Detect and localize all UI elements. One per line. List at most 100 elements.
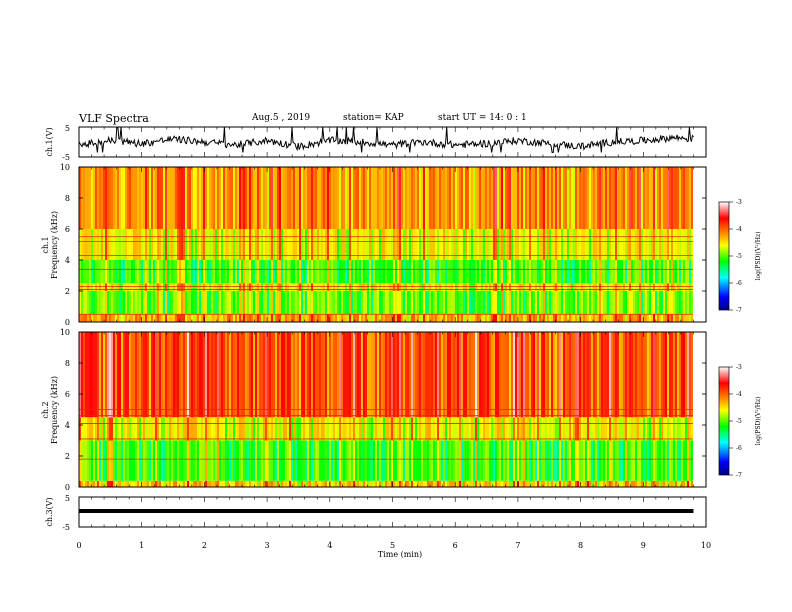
spectrogram-cell-244-1 <box>567 440 570 481</box>
spectrogram-cell-282-5 <box>643 167 646 229</box>
spectrogram-cell-15-0 <box>109 314 112 322</box>
spectrogram-cell-96-5 <box>271 167 274 229</box>
spectrogram-cell-136-0 <box>351 314 354 322</box>
spectrogram-cell-6-4 <box>91 229 94 260</box>
spectrogram-cell-37-5 <box>153 167 156 229</box>
spectrogram-cell-147-3 <box>373 260 376 284</box>
spectrogram-cell-216-1 <box>511 291 514 315</box>
spectrogram-cell-242-4 <box>563 229 566 260</box>
spectrogram-cell-251-3 <box>581 260 584 284</box>
spectrogram-cell-40-4 <box>159 229 162 260</box>
spectrogram-cell-151-4 <box>381 229 384 260</box>
spectrogram-cell-244-0 <box>567 314 570 322</box>
spectrogram-cell-154-0 <box>387 480 390 487</box>
spectrogram-cell-231-0 <box>541 480 544 487</box>
spectrogram-cell-193-4 <box>465 229 468 260</box>
spectrogram-cell-111-2 <box>301 283 304 291</box>
spectrogram-cell-79-3 <box>237 332 240 418</box>
spectrogram-cell-100-2 <box>279 417 282 441</box>
spectrogram-cell-25-4 <box>129 229 132 260</box>
spectrogram-cell-82-5 <box>243 167 246 229</box>
spectrogram-cell-53-1 <box>185 291 188 315</box>
spectrogram-cell-79-1 <box>237 440 240 481</box>
spectrogram-cell-103-5 <box>285 167 288 229</box>
spectrogram-cell-122-3 <box>323 260 326 284</box>
spectrogram-cell-92-1 <box>263 291 266 315</box>
spectrogram-cell-126-2 <box>331 417 334 441</box>
spectrogram-cell-144-2 <box>367 283 370 291</box>
spectrogram-cell-175-2 <box>429 283 432 291</box>
spectrogram-cell-171-1 <box>421 291 424 315</box>
spectrogram-cell-198-2 <box>475 283 478 291</box>
spectrogram-cell-119-1 <box>317 291 320 315</box>
spectrogram-cell-95-5 <box>269 167 272 229</box>
spectrogram-cell-115-1 <box>309 291 312 315</box>
spectrogram-cell-256-0 <box>591 314 594 322</box>
spectrogram-cell-102-1 <box>283 291 286 315</box>
spectrogram-cell-303-3 <box>685 260 688 284</box>
spectrogram-cell-261-0 <box>601 314 604 322</box>
spectrogram-cell-140-3 <box>359 332 362 418</box>
spectrogram-cell-298-5 <box>675 167 678 229</box>
spectrogram-cell-256-4 <box>591 229 594 260</box>
spectrogram-cell-140-0 <box>359 314 362 322</box>
spectrogram-cell-12-5 <box>103 167 106 229</box>
spectrogram-cell-241-2 <box>561 283 564 291</box>
spectrogram-cell-273-5 <box>625 167 628 229</box>
spectrogram-cell-75-1 <box>229 291 232 315</box>
spectrogram-cell-267-0 <box>613 314 616 322</box>
spectrogram-cell-74-1 <box>227 291 230 315</box>
spectrogram-cell-275-1 <box>629 440 632 481</box>
spectrogram-cell-304-1 <box>687 291 690 315</box>
spectrogram-cell-284-3 <box>647 332 650 418</box>
spectrogram-cell-68-0 <box>215 480 218 487</box>
spectrogram-cell-80-4 <box>239 229 242 260</box>
spectrogram-cell-276-2 <box>631 283 634 291</box>
spectrogram-cell-56-3 <box>191 332 194 418</box>
spectrogram-cell-208-2 <box>495 417 498 441</box>
spectrogram-cell-76-1 <box>231 440 234 481</box>
spectrogram-cell-156-0 <box>391 480 394 487</box>
spectrogram-cell-128-2 <box>335 283 338 291</box>
spectrogram-cell-172-0 <box>423 480 426 487</box>
spectrogram-cell-134-4 <box>347 229 350 260</box>
spectrogram-cell-191-1 <box>461 291 464 315</box>
spectrogram-cell-188-2 <box>455 417 458 441</box>
spectrogram-cell-15-0 <box>109 480 112 487</box>
spectrogram-cell-57-5 <box>193 167 196 229</box>
spectrogram-cell-288-5 <box>655 167 658 229</box>
spectrogram-cell-11-2 <box>101 417 104 441</box>
spectrogram-cell-28-0 <box>135 314 138 322</box>
spectrogram-cell-129-1 <box>337 291 340 315</box>
spectrogram-cell-213-3 <box>505 332 508 418</box>
spectrogram-cell-29-4 <box>137 229 140 260</box>
spectrogram-cell-85-0 <box>249 314 252 322</box>
spectrogram-cell-183-1 <box>445 291 448 315</box>
spectrogram-cell-123-1 <box>325 291 328 315</box>
x-axis: 0 1 2 3 4 5 6 7 8 9 10 <box>76 127 711 550</box>
spectrogram-cell-108-3 <box>295 332 298 418</box>
spectrogram-cell-9-3 <box>97 260 100 284</box>
spectrogram-cell-92-4 <box>263 229 266 260</box>
spectrogram-cell-134-5 <box>347 167 350 229</box>
spectrogram-cell-14-3 <box>107 260 110 284</box>
cb2ticks-label-4: -7 <box>736 472 742 479</box>
spectrogram-cell-168-4 <box>415 229 418 260</box>
spectrogram-cell-192-1 <box>463 291 466 315</box>
spectrogram-cell-18-2 <box>115 417 118 441</box>
spectrogram-cell-10-3 <box>99 260 102 284</box>
spectrogram-cell-8-0 <box>95 314 98 322</box>
spectrogram-cell-189-3 <box>457 260 460 284</box>
spectrogram-cell-81-0 <box>241 314 244 322</box>
spectrogram-cell-193-2 <box>465 283 468 291</box>
spectrogram-cell-182-1 <box>443 291 446 315</box>
spectrogram-cell-183-2 <box>445 417 448 441</box>
spectrogram-cell-223-1 <box>525 291 528 315</box>
spectrogram-cell-36-1 <box>151 440 154 481</box>
spectrogram-cell-21-1 <box>121 291 124 315</box>
spectrogram-cell-265-1 <box>609 440 612 481</box>
spectrogram-cell-56-5 <box>191 167 194 229</box>
spectrogram-cell-116-3 <box>311 260 314 284</box>
spectrogram-cell-64-2 <box>207 283 210 291</box>
spectrogram-cell-263-5 <box>605 167 608 229</box>
